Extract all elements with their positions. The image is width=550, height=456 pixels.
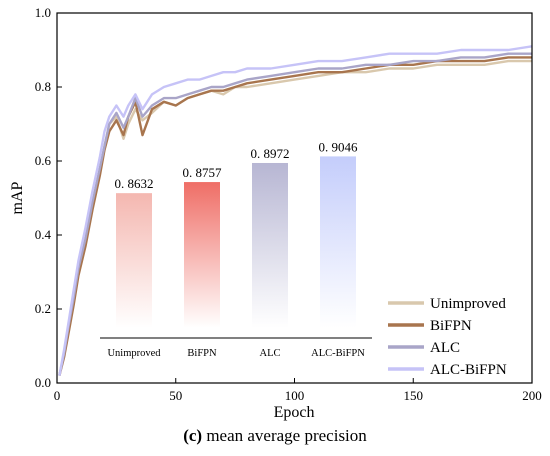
- caption-label: (c): [183, 426, 203, 445]
- x-tick-label: 50: [169, 388, 182, 403]
- series-lines: [58, 45, 533, 376]
- inset-bar: [116, 193, 152, 328]
- y-tick-label: 0.8: [35, 79, 51, 94]
- inset-category-label: ALC-BiFPN: [311, 348, 365, 359]
- y-axis-label: mAP: [9, 181, 26, 214]
- inset-value-label: 0. 8757: [183, 165, 223, 180]
- inset-bar-chart: 0. 8632 Unimproved 0. 8757 BiFPN 0. 8972 ALC 0…: [100, 139, 372, 359]
- y-tick-label: 1.0: [35, 5, 51, 20]
- inset-category-label: BiFPN: [187, 348, 217, 359]
- series-line-4: [58, 45, 533, 376]
- legend-label: Unimproved: [430, 296, 506, 312]
- inset-category-label: Unimproved: [107, 348, 161, 359]
- inset-category-label: ALC: [260, 348, 281, 359]
- y-tick-label: 0.2: [35, 301, 51, 316]
- x-tick-label: 200: [522, 388, 542, 403]
- legend-label: BiFPN: [430, 318, 472, 334]
- x-tick-label: 100: [285, 388, 305, 403]
- caption-text: mean average precision: [202, 426, 367, 445]
- y-tick-label: 0.4: [35, 227, 52, 242]
- x-tick-label: 150: [404, 388, 424, 403]
- series-line-3: [58, 52, 532, 376]
- inset-bar: [184, 182, 220, 328]
- inset-bar: [252, 162, 288, 328]
- x-tick-label: 0: [54, 388, 61, 403]
- x-axis-label: Epoch: [274, 404, 315, 421]
- legend-label: ALC: [430, 340, 460, 356]
- inset-value-label: 0. 8972: [251, 146, 290, 161]
- legend: Unimproved BiFPN ALC ALC-BiFPN: [388, 296, 507, 378]
- inset-bar: [320, 156, 356, 328]
- y-tick-label: 0.0: [35, 375, 51, 390]
- axis-ticks: 0 50 100 150 200 0.0 0.2 0.4 0.6 0.8 1.0: [35, 5, 542, 403]
- inset-value-label: 0. 9046: [319, 139, 359, 154]
- y-tick-label: 0.6: [35, 153, 52, 168]
- inset-value-label: 0. 8632: [115, 176, 154, 191]
- legend-label: ALC-BiFPN: [430, 362, 507, 378]
- figure-caption: (c) mean average precision: [0, 426, 550, 446]
